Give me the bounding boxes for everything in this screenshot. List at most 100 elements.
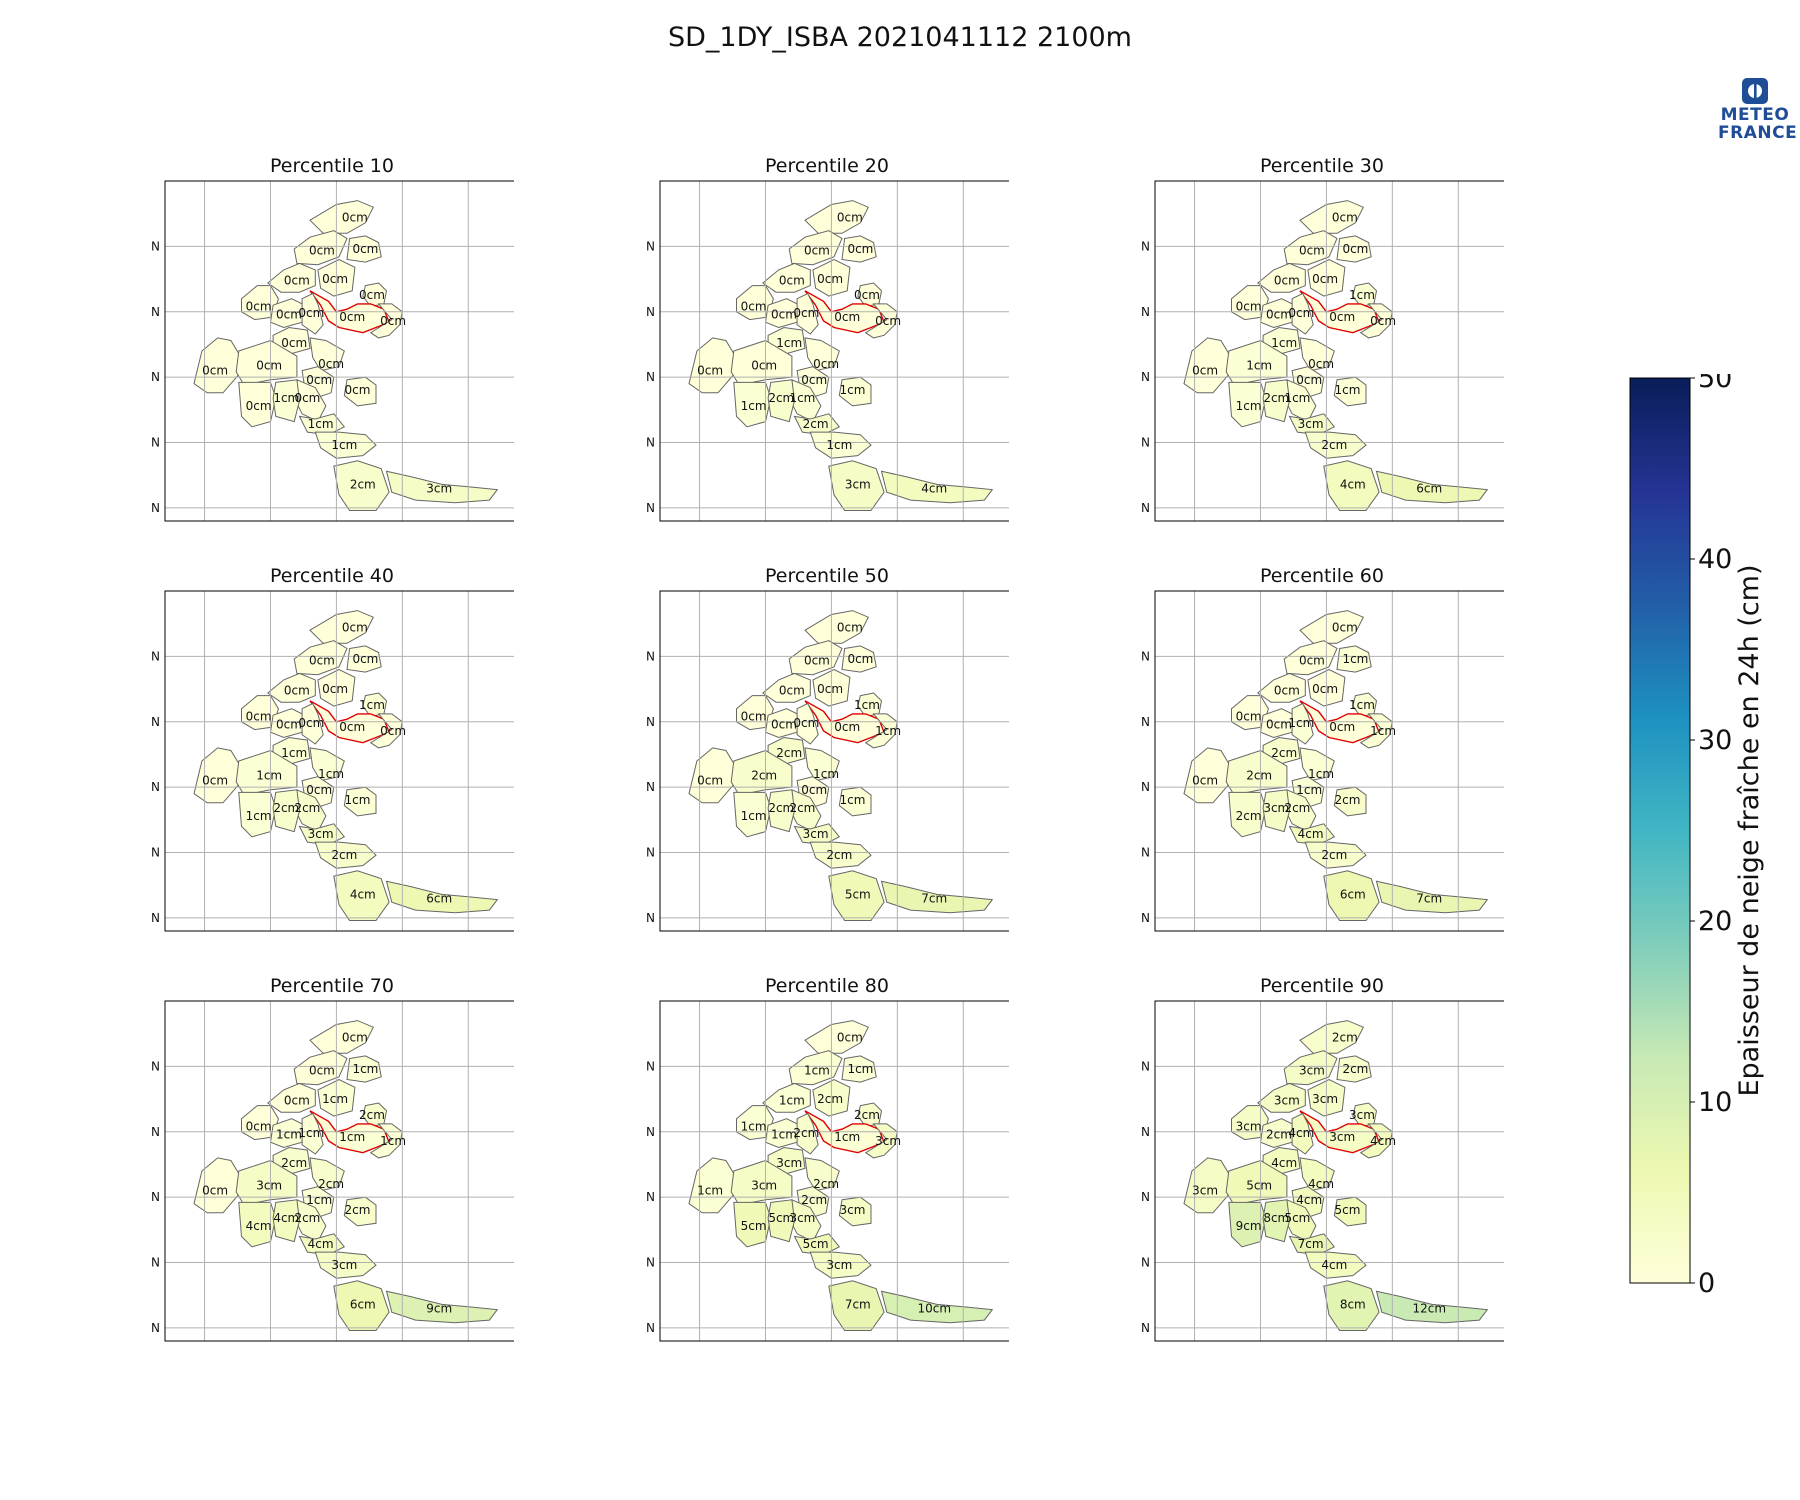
region-value-label: 0cm — [837, 211, 863, 225]
panel-title: Percentile 20 — [765, 155, 889, 177]
lat-tick-label: 45.5°N — [150, 1125, 160, 1139]
region-area — [804, 1157, 840, 1192]
lat-tick-label: 44°N — [150, 911, 160, 925]
region-value-label: 2cm — [294, 801, 320, 815]
region-value-label: 4cm — [921, 481, 947, 495]
region-area — [880, 880, 994, 914]
region-area — [841, 235, 877, 263]
lat-tick-label: 45°N — [1140, 1190, 1150, 1204]
region-area — [767, 789, 796, 833]
lat-tick-label: 45°N — [645, 1190, 655, 1204]
region-value-label: 2cm — [1321, 848, 1347, 862]
region-area — [809, 1251, 872, 1279]
region-area — [1323, 1280, 1380, 1331]
region-area — [1304, 1251, 1367, 1279]
region-value-label: 0cm — [697, 774, 723, 788]
region-value-label: 0cm — [1288, 306, 1314, 320]
region-area — [1225, 339, 1288, 386]
region-area — [1288, 823, 1336, 846]
region-value-label: 1cm — [776, 336, 802, 350]
lat-tick-label: 45.5°N — [645, 1125, 655, 1139]
colorbar-graphic: Epaisseur de neige fraîche en 24h (cm) 0… — [1629, 363, 1765, 1299]
lat-tick-label: 45.5°N — [1140, 715, 1150, 729]
region-value-label: 4cm — [350, 887, 376, 901]
panel-title: Percentile 80 — [765, 975, 889, 997]
figure-title: SD_1DY_ISBA 2021041112 2100m — [668, 22, 1132, 53]
lat-tick-label: 44.5°N — [645, 1256, 655, 1270]
lat-tick-label: 44.5°N — [645, 846, 655, 860]
region-value-label: 0cm — [1312, 682, 1338, 696]
region-area — [272, 1199, 301, 1243]
lat-tick-label: 44.5°N — [150, 436, 160, 450]
region-area — [1262, 789, 1291, 833]
region-value-label: 0cm — [813, 357, 839, 371]
region-value-label: 0cm — [345, 383, 371, 397]
region-value-label: 1cm — [1308, 767, 1334, 781]
lat-tick-label: 44.5°N — [150, 846, 160, 860]
region-area — [793, 823, 841, 846]
region-value-label: 1cm — [1296, 783, 1322, 797]
colorbar: Epaisseur de neige fraîche en 24h (cm) 0… — [1620, 363, 1800, 1299]
panel-title: Percentile 60 — [1260, 565, 1384, 587]
region-value-label: 0cm — [256, 358, 282, 372]
region-value-label: 0cm — [817, 272, 843, 286]
region-value-label: 8cm — [1263, 1211, 1289, 1225]
region-area — [864, 713, 898, 749]
axes-frame — [659, 1000, 1009, 1342]
colorbar-tick-label: 0 — [1698, 1268, 1715, 1294]
region-area — [804, 747, 840, 782]
region-value-label: 0cm — [309, 243, 335, 257]
region-area — [1359, 303, 1393, 339]
region-value-label: 0cm — [1236, 300, 1262, 314]
region-value-label: 4cm — [1321, 1258, 1347, 1272]
region-value-label: 0cm — [342, 1031, 368, 1045]
region-value-label: 0cm — [298, 306, 324, 320]
region-value-label: 1cm — [331, 438, 357, 452]
region-area — [1288, 413, 1336, 436]
logo-text-line1: METEO — [1720, 105, 1790, 125]
region-value-label: 2cm — [1263, 391, 1289, 405]
panel-title: Percentile 30 — [1260, 155, 1384, 177]
region-area — [1323, 870, 1380, 921]
map-panel-p90: Percentile 90 2cm 3cm 2cm 3cm 3cm 3cm 3cm 3cm 2c… — [1140, 975, 1504, 1342]
lat-tick-label: 44°N — [645, 501, 655, 515]
region-value-label: 0cm — [801, 373, 827, 387]
region-value-label: 2cm — [1236, 809, 1262, 823]
region-value-label: 1cm — [1342, 652, 1368, 666]
region-value-label: 0cm — [298, 716, 324, 730]
region-area — [1256, 1082, 1306, 1113]
lat-tick-label: 45°N — [645, 780, 655, 794]
region-value-label: 2cm — [1335, 793, 1361, 807]
region-value-label: 0cm — [281, 336, 307, 350]
region-value-label: 0cm — [1370, 314, 1396, 328]
region-area — [298, 1233, 346, 1256]
map-panel-p70: Percentile 70 0cm 0cm 1cm 0cm 1cm 0cm 2cm 1cm 1c… — [150, 975, 514, 1342]
region-value-label: 3cm — [840, 1203, 866, 1217]
region-value-label: 1cm — [804, 1063, 830, 1077]
axes-frame — [659, 180, 1009, 522]
region-value-label: 2cm — [813, 1177, 839, 1191]
region-value-label: 3cm — [875, 1134, 901, 1148]
region-area — [301, 1112, 324, 1155]
panel-title: Percentile 70 — [270, 975, 394, 997]
region-area — [346, 645, 382, 673]
colorbar-tick-label: 10 — [1698, 1087, 1732, 1118]
region-area — [333, 460, 390, 511]
lat-tick-label: 46°N — [1140, 1059, 1150, 1073]
region-value-label: 1cm — [741, 399, 767, 413]
region-value-label: 0cm — [804, 243, 830, 257]
region-area — [841, 1055, 877, 1083]
region-area — [235, 749, 298, 796]
region-value-label: 2cm — [1246, 768, 1272, 782]
region-value-label: 2cm — [826, 848, 852, 862]
region-value-label: 1cm — [697, 1184, 723, 1198]
region-area — [1323, 460, 1380, 511]
region-value-label: 1cm — [741, 809, 767, 823]
region-value-label: 2cm — [789, 801, 815, 815]
region-value-label: 2cm — [793, 1126, 819, 1140]
region-value-label: 12cm — [1412, 1301, 1446, 1315]
region-area — [1256, 672, 1306, 703]
region-area — [809, 431, 872, 459]
